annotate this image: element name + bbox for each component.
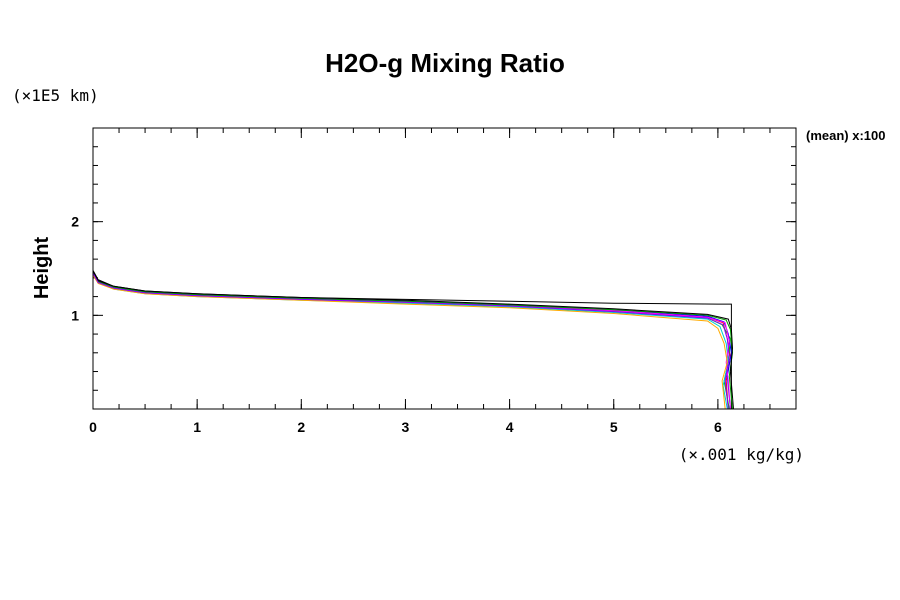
y-tick-label: 2 [71,214,79,230]
series-line-7 [92,128,728,410]
x-tick-label: 5 [610,419,618,435]
series-line-4 [92,128,732,410]
axis-ticks [92,127,797,410]
side-note: (mean) x:100 [806,128,885,143]
series-group [92,128,734,410]
x-tick-label: 3 [402,419,410,435]
series-line-9 [92,128,734,410]
series-line-1 [92,128,732,409]
y-tick-label: 1 [71,307,79,323]
plot-frame [92,127,797,410]
y-axis-label: Height [31,237,53,300]
x-tick-label: 2 [297,419,305,435]
series-line-6 [92,128,731,410]
x-unit-label: (×.001 kg/kg) [679,445,804,464]
x-tick-label: 4 [506,419,514,435]
x-tick-label: 1 [193,419,201,435]
series-line-5 [92,128,729,410]
tick-labels: 0 1 2 3 4 5 6 1 2 [71,214,722,435]
series-line-3 [92,128,731,410]
chart-title: H2O-g Mixing Ratio [325,48,565,78]
x-tick-label: 0 [89,419,97,435]
series-line-2 [92,128,731,410]
y-unit-label: (×1E5 km) [12,86,99,105]
series-line-10 [92,128,730,410]
series-line-8 [92,128,734,410]
x-tick-label: 6 [714,419,722,435]
